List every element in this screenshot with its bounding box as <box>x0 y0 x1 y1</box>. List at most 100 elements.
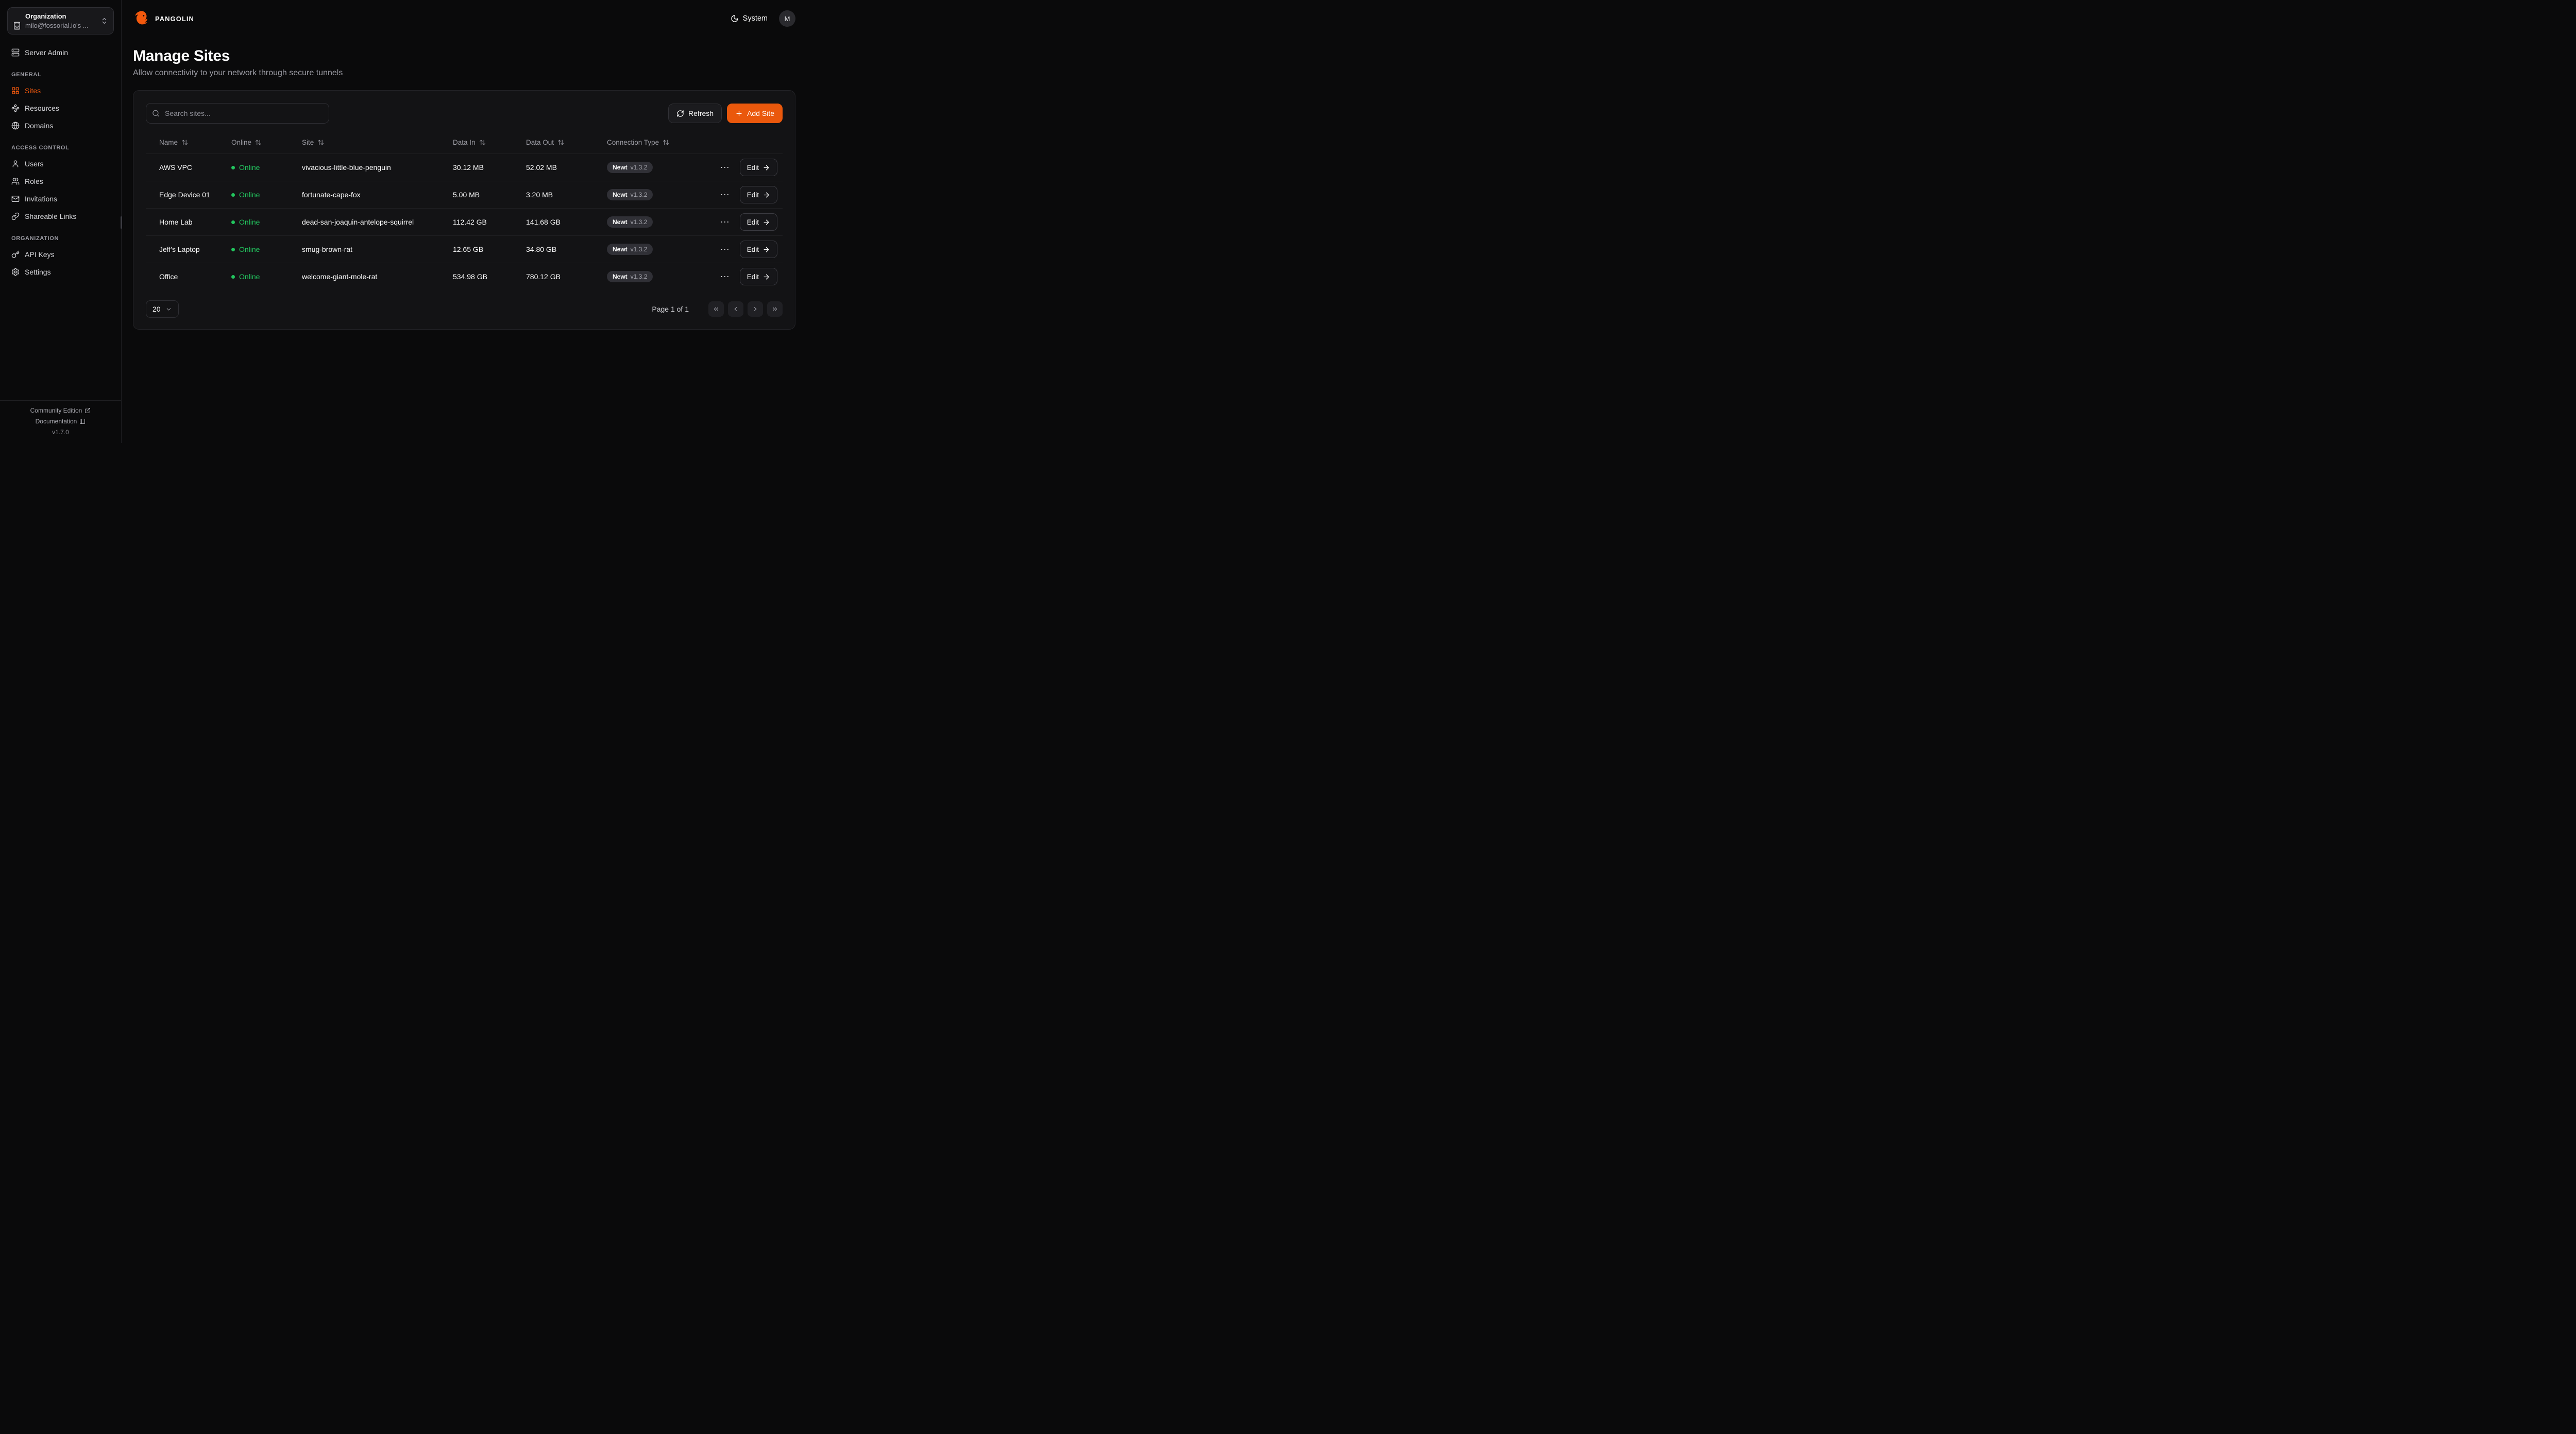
add-site-button[interactable]: Add Site <box>727 104 783 123</box>
community-edition-link[interactable]: Community Edition <box>30 407 91 414</box>
online-status-dot <box>231 275 235 279</box>
page-size-select[interactable]: 20 <box>146 300 179 318</box>
toolbar-actions: Refresh Add Site <box>668 104 783 123</box>
page-content: Manage Sites Allow connectivity to your … <box>122 37 808 330</box>
column-header-online[interactable]: Online <box>231 139 262 146</box>
next-page-button[interactable] <box>748 301 763 317</box>
globe-icon <box>11 122 20 130</box>
refresh-button[interactable]: Refresh <box>668 104 722 123</box>
connection-type-badge: Newt v1.3.2 <box>607 271 653 282</box>
column-header-data-in[interactable]: Data In <box>453 139 486 146</box>
waypoints-icon <box>11 104 20 112</box>
table-row: Home Lab Online dead-san-joaquin-antelop… <box>146 208 783 235</box>
data-in-value: 30.12 MB <box>453 163 484 172</box>
column-header-data-out[interactable]: Data Out <box>526 139 564 146</box>
card-toolbar: Refresh Add Site <box>146 103 783 124</box>
sidebar-item-shareable-links[interactable]: Shareable Links <box>7 208 114 225</box>
column-header-name[interactable]: Name <box>159 139 188 146</box>
pagination-controls: Page 1 of 1 <box>652 301 783 317</box>
arrow-right-icon <box>764 165 769 170</box>
moon-icon <box>731 14 739 23</box>
sidebar-footer: Community Edition Documentation v1.7.0 <box>0 400 121 443</box>
site-name: Office <box>159 272 178 281</box>
documentation-link[interactable]: Documentation <box>36 418 86 425</box>
sites-card: Refresh Add Site Name <box>133 90 795 330</box>
sidebar-item-label: Settings <box>25 268 51 276</box>
edit-site-button[interactable]: Edit <box>739 241 777 258</box>
sidebar: Organization milo@fossorial.io's ... <box>0 0 122 443</box>
data-out-value: 34.80 GB <box>526 245 557 253</box>
mail-icon <box>11 195 20 203</box>
sidebar-item-settings[interactable]: Settings <box>7 263 114 281</box>
sidebar-item-domains[interactable]: Domains <box>7 117 114 134</box>
row-actions-menu-button[interactable]: ⋯ <box>718 162 732 173</box>
site-slug: fortunate-cape-fox <box>302 191 361 199</box>
column-header-connection-type[interactable]: Connection Type <box>607 139 669 146</box>
chevrons-up-down-icon <box>100 17 108 25</box>
table-row: AWS VPC Online vivacious-little-blue-pen… <box>146 153 783 181</box>
org-picker-label: Organization <box>25 12 66 20</box>
first-page-button[interactable] <box>708 301 724 317</box>
sidebar-item-resources[interactable]: Resources <box>7 99 114 117</box>
edit-site-button[interactable]: Edit <box>739 268 777 285</box>
sidebar-resize-handle[interactable] <box>121 216 122 229</box>
sidebar-nav: Organization milo@fossorial.io's ... <box>0 0 121 400</box>
connection-type-badge: Newt v1.3.2 <box>607 189 653 200</box>
row-actions-menu-button[interactable]: ⋯ <box>718 216 732 228</box>
online-status-label: Online <box>239 245 260 253</box>
sidebar-item-roles[interactable]: Roles <box>7 173 114 190</box>
row-actions-menu-button[interactable]: ⋯ <box>718 271 732 282</box>
column-header-site[interactable]: Site <box>302 139 324 146</box>
page-title: Manage Sites <box>133 47 230 64</box>
edit-site-button[interactable]: Edit <box>739 159 777 176</box>
sort-icon <box>558 140 564 145</box>
data-in-value: 12.65 GB <box>453 245 484 253</box>
sort-icon <box>182 140 188 145</box>
brand[interactable]: PANGOLIN <box>133 10 194 27</box>
sort-icon <box>479 140 485 145</box>
site-name: Jeff's Laptop <box>159 245 200 253</box>
sidebar-section-organization: ORGANIZATION <box>11 235 59 242</box>
online-status-dot <box>231 193 235 197</box>
row-actions-menu-button[interactable]: ⋯ <box>718 189 732 200</box>
server-icon <box>11 48 20 57</box>
org-picker[interactable]: Organization milo@fossorial.io's ... <box>7 7 114 35</box>
chevron-left-icon <box>734 306 737 312</box>
last-page-button[interactable] <box>767 301 783 317</box>
arrow-right-icon <box>764 192 769 197</box>
sidebar-item-label: Resources <box>25 104 59 112</box>
app-root: Organization milo@fossorial.io's ... <box>0 0 808 443</box>
connection-type-badge: Newt v1.3.2 <box>607 244 653 255</box>
online-status-label: Online <box>239 218 260 226</box>
sidebar-item-users[interactable]: Users <box>7 155 114 173</box>
key-icon <box>11 250 20 259</box>
org-picker-value: milo@fossorial.io's ... <box>25 22 89 29</box>
online-status-label: Online <box>239 191 260 199</box>
sidebar-item-sites[interactable]: Sites <box>7 82 114 99</box>
sidebar-item-api-keys[interactable]: API Keys <box>7 246 114 263</box>
edit-site-button[interactable]: Edit <box>739 186 777 203</box>
page-subtitle: Allow connectivity to your network throu… <box>133 69 343 77</box>
sidebar-item-invitations[interactable]: Invitations <box>7 190 114 208</box>
search-icon <box>152 110 160 117</box>
sidebar-section-access-control: ACCESS CONTROL <box>11 145 70 151</box>
data-out-value: 141.68 GB <box>526 218 561 226</box>
search-input[interactable] <box>146 103 329 124</box>
site-name: Home Lab <box>159 218 193 226</box>
sidebar-section-general: GENERAL <box>11 72 42 78</box>
edit-site-button[interactable]: Edit <box>739 213 777 231</box>
row-actions-menu-button[interactable]: ⋯ <box>718 244 732 255</box>
previous-page-button[interactable] <box>728 301 743 317</box>
book-icon <box>79 418 86 424</box>
theme-toggle[interactable]: System <box>731 14 768 23</box>
theme-label: System <box>742 14 768 23</box>
data-out-value: 3.20 MB <box>526 191 553 199</box>
sidebar-item-server-admin[interactable]: Server Admin <box>7 44 114 61</box>
site-slug: welcome-giant-mole-rat <box>302 272 378 281</box>
sort-icon <box>318 140 324 145</box>
online-status-dot <box>231 220 235 224</box>
avatar[interactable]: M <box>779 10 795 27</box>
user-icon <box>11 160 20 168</box>
sidebar-item-label: Sites <box>25 87 41 95</box>
chevron-right-icon <box>754 306 757 312</box>
